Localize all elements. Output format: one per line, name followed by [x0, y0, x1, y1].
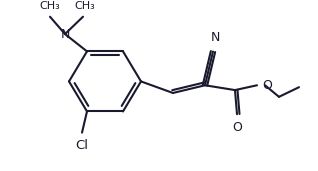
Text: O: O	[232, 121, 242, 134]
Text: CH₃: CH₃	[75, 1, 95, 11]
Text: CH₃: CH₃	[40, 1, 60, 11]
Text: N: N	[60, 28, 70, 41]
Text: N: N	[210, 31, 220, 44]
Text: Cl: Cl	[75, 139, 88, 152]
Text: O: O	[262, 79, 272, 92]
